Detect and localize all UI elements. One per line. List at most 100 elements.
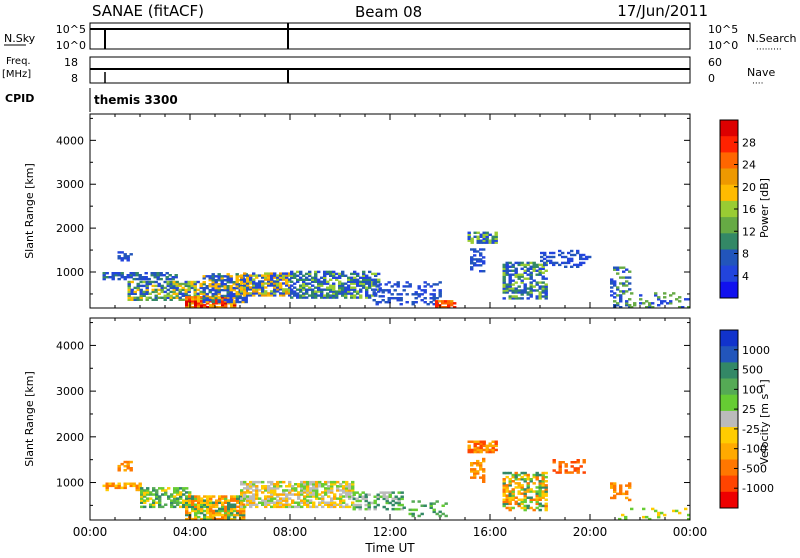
range-gate-cell [488,450,492,454]
range-gate-cell [276,483,280,486]
range-gate-cell [211,288,215,292]
range-gate-cell [312,485,316,488]
range-gate-cell [619,296,623,299]
range-gate-cell [152,501,156,504]
range-gate-cell [196,280,200,284]
range-gate-cell [470,440,474,443]
range-gate-cell [255,497,259,500]
range-gate-cell [476,464,480,467]
range-gate-cell [209,507,213,511]
range-gate-cell [181,288,185,292]
range-gate-cell [147,277,151,281]
range-gate-cell [188,298,192,301]
station-title: SANAE (fitACF) [92,2,204,20]
range-gate-cell [203,517,207,521]
range-gate-cell [341,292,345,295]
range-gate-cell [502,285,506,288]
range-gate-cell [258,288,262,291]
range-gate-cell [657,515,661,519]
range-gate-cell [505,494,509,497]
range-gate-cell [511,498,515,501]
range-gate-cell [111,274,115,277]
range-gate-cell [523,506,527,510]
range-gate-cell [267,497,271,500]
range-gate-cell [314,286,318,289]
range-gate-cell [267,272,271,275]
range-gate-cell [473,468,477,471]
range-gate-cell [235,283,239,286]
range-gate-cell [473,264,477,267]
range-gate-cell [330,501,334,504]
range-gate-cell [505,500,509,504]
range-gate-cell [508,478,512,481]
range-gate-cell [645,300,649,303]
range-gate-cell [302,286,306,289]
range-gate-cell [173,505,177,509]
range-gate-cell [159,277,163,281]
range-gate-cell [288,274,292,277]
range-gate-cell [270,274,274,277]
range-gate-cell [235,277,239,280]
range-gate-cell [476,470,480,473]
range-gate-cell [203,513,207,517]
range-gate-cell [330,503,334,506]
range-gate-cell [505,502,509,506]
range-gate-cell [199,298,203,301]
range-gate-cell [318,493,322,496]
range-gate-cell [206,515,210,519]
range-gate-cell [473,258,477,261]
range-gate-cell [240,274,244,277]
range-gate-cell [199,290,203,294]
range-gate-cell [588,255,592,259]
range-gate-cell [203,304,207,307]
range-gate-cell [188,493,192,496]
range-gate-cell [120,462,124,466]
range-gate-cell [476,260,480,263]
range-gate-cell [479,254,483,257]
range-gate-cell [302,274,306,277]
colorbar-tick-label: -500 [742,462,767,475]
range-gate-cell [294,493,298,496]
range-gate-cell [221,306,225,309]
range-gate-cell [306,503,310,506]
range-gate-cell [249,491,253,494]
range-gate-cell [365,282,369,285]
range-gate-cell [470,476,474,479]
range-gate-cell [535,297,539,300]
range-gate-cell [169,280,173,284]
range-gate-cell [167,487,171,490]
range-gate-cell [508,273,512,276]
range-gate-cell [185,491,189,494]
range-gate-cell [209,517,213,521]
range-gate-cell [276,487,280,490]
range-gate-cell [438,510,442,514]
range-gate-cell [535,494,539,497]
range-gate-cell [470,468,474,471]
range-gate-cell [302,292,306,295]
range-gate-cell [140,505,144,509]
range-gate-cell [502,287,506,290]
range-gate-cell [194,515,198,519]
range-gate-cell [368,278,372,281]
range-gate-cell [173,495,177,498]
range-gate-cell [155,491,159,494]
range-gate-cell [294,501,298,504]
range-gate-cell [558,467,562,470]
range-gate-cell [314,294,318,297]
range-gate-cell [339,493,343,496]
range-gate-cell [166,280,170,284]
range-gate-cell [233,304,237,307]
range-gate-cell [255,288,259,291]
range-gate-cell [432,502,436,505]
range-gate-cell [619,306,623,309]
range-gate-cell [564,465,568,468]
range-gate-cell [246,499,250,502]
range-gate-cell [238,285,242,288]
range-gate-cell [229,294,233,298]
range-gate-cell [187,284,191,288]
range-gate-cell [353,278,357,281]
range-gate-cell [330,483,334,486]
range-gate-cell [532,508,536,512]
range-gate-cell [405,293,409,296]
range-gate-cell [181,282,185,286]
